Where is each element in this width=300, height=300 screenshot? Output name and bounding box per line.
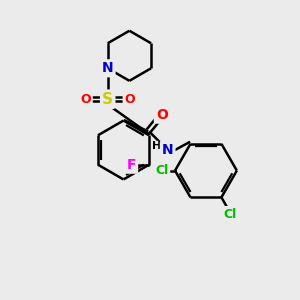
Text: N: N <box>162 143 173 157</box>
Text: S: S <box>102 92 113 107</box>
Text: O: O <box>124 93 135 106</box>
Text: N: N <box>102 61 113 75</box>
Text: Cl: Cl <box>223 208 236 221</box>
Text: H: H <box>152 142 161 152</box>
Text: O: O <box>80 93 91 106</box>
Text: Cl: Cl <box>155 164 168 177</box>
Text: F: F <box>127 158 136 172</box>
Text: O: O <box>156 108 168 122</box>
